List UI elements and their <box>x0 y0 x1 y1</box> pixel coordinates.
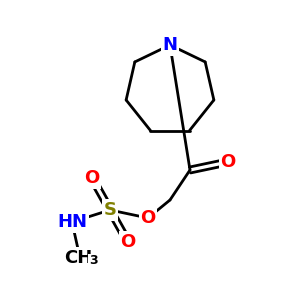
Text: O: O <box>140 209 156 227</box>
Text: O: O <box>220 153 236 171</box>
Text: O: O <box>84 169 100 187</box>
Text: N: N <box>163 36 178 54</box>
Text: CH: CH <box>64 249 92 267</box>
Text: O: O <box>120 233 136 251</box>
Text: HN: HN <box>57 213 87 231</box>
Text: 3: 3 <box>89 254 98 268</box>
Text: S: S <box>103 201 116 219</box>
